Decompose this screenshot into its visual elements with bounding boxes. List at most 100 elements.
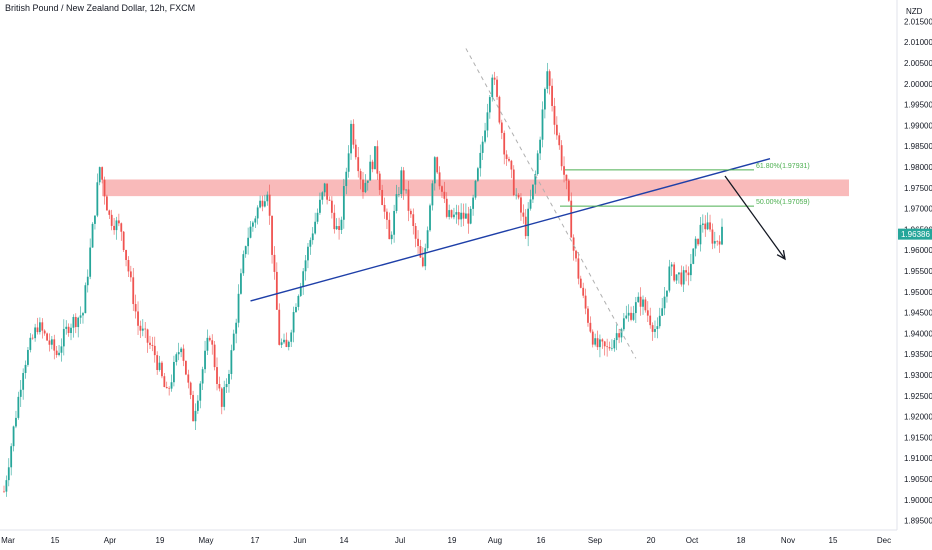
projection-dashed-line[interactable] bbox=[465, 48, 637, 359]
price-tick-label: 1.92500 bbox=[904, 392, 932, 401]
candle-body bbox=[218, 383, 221, 389]
candle-body bbox=[170, 382, 173, 389]
candle-body bbox=[405, 189, 407, 191]
candle-body bbox=[7, 467, 10, 481]
candle-body bbox=[608, 347, 611, 349]
candle-body bbox=[5, 480, 8, 492]
candle-body bbox=[534, 173, 537, 185]
candle-body bbox=[314, 221, 317, 234]
time-tick-label: May bbox=[198, 536, 213, 545]
time-tick-label: 14 bbox=[340, 536, 349, 545]
candle-body bbox=[342, 186, 345, 220]
candle-body bbox=[290, 332, 293, 342]
candle-body bbox=[82, 313, 84, 316]
candle-body bbox=[189, 382, 192, 395]
candle-body bbox=[663, 296, 666, 309]
candle-body bbox=[651, 325, 654, 332]
candle-body bbox=[438, 172, 441, 187]
candle-body bbox=[572, 237, 575, 251]
candle-body bbox=[350, 123, 352, 154]
candle-body bbox=[252, 222, 254, 227]
candle-body bbox=[426, 230, 429, 249]
candle-body bbox=[414, 226, 417, 239]
candle-body bbox=[39, 322, 41, 333]
time-axis[interactable]: Mar 15 Apr 19 May 17 Jun 14 Jul 19 Aug 16 Sep 20 Oct 18… bbox=[0, 529, 897, 545]
candle-body bbox=[716, 241, 719, 242]
candle-body bbox=[546, 71, 549, 89]
candle-body bbox=[500, 122, 503, 133]
price-tick-label: 2.01000 bbox=[904, 38, 932, 47]
time-tick-label: Jul bbox=[395, 536, 405, 545]
candle-body bbox=[462, 212, 465, 219]
candle-body bbox=[543, 88, 546, 110]
forecast-arrow-head bbox=[776, 250, 786, 261]
candle-body bbox=[161, 362, 163, 377]
candle-body bbox=[268, 194, 271, 216]
candle-body bbox=[316, 212, 319, 222]
price-tick-label: 1.93500 bbox=[904, 350, 932, 359]
candle-body bbox=[141, 328, 144, 331]
candle-body bbox=[567, 180, 570, 201]
candle-body bbox=[225, 383, 228, 388]
candle-body bbox=[632, 313, 635, 320]
candle-body bbox=[249, 226, 252, 238]
candle-body bbox=[661, 308, 664, 316]
candle-body bbox=[601, 339, 604, 342]
candle-body bbox=[613, 340, 616, 349]
candle-body bbox=[213, 344, 216, 368]
candle-body bbox=[122, 231, 125, 251]
candle-body bbox=[230, 350, 233, 374]
candle-body bbox=[153, 345, 156, 356]
support-trendline[interactable] bbox=[250, 158, 771, 302]
candle-body bbox=[584, 295, 587, 309]
candle-body bbox=[515, 194, 518, 196]
candle-body bbox=[675, 274, 678, 281]
candle-body bbox=[65, 326, 68, 329]
forecast-arrow[interactable] bbox=[724, 175, 786, 261]
time-tick-label: Nov bbox=[781, 536, 795, 545]
candle-body bbox=[721, 226, 723, 245]
candle-body bbox=[505, 154, 508, 159]
candle-body bbox=[508, 158, 510, 161]
candle-body bbox=[646, 310, 649, 316]
candle-body bbox=[654, 329, 656, 332]
candle-body bbox=[98, 167, 101, 183]
candle-body bbox=[15, 417, 17, 427]
candle-body bbox=[201, 369, 204, 384]
candle-body bbox=[242, 254, 245, 274]
candle-body bbox=[673, 264, 676, 281]
candle-body bbox=[532, 184, 534, 200]
candle-body bbox=[10, 446, 13, 468]
price-tick-label: 1.99000 bbox=[904, 121, 932, 130]
candle-body bbox=[582, 287, 585, 296]
candle-body bbox=[374, 146, 376, 170]
candle-body bbox=[184, 360, 187, 375]
candle-body bbox=[283, 339, 285, 343]
candle-body bbox=[139, 325, 142, 331]
candle-body bbox=[110, 214, 113, 226]
price-tick-label: 1.94000 bbox=[904, 329, 932, 338]
last-price-badge: 1.96386 bbox=[898, 228, 932, 240]
fibonacci-retracement[interactable]: 61.80%(1.97931) 50.00%(1.97059) bbox=[560, 163, 810, 207]
candle-body bbox=[192, 394, 194, 422]
candle-body bbox=[333, 212, 336, 230]
candle-body bbox=[476, 168, 479, 181]
candle-body bbox=[362, 179, 364, 193]
candle-body bbox=[204, 350, 206, 370]
fib-level-label: 50.00%(1.97059) bbox=[756, 199, 810, 206]
candle-body bbox=[455, 212, 458, 215]
candle-body bbox=[125, 250, 127, 260]
candle-body bbox=[77, 317, 80, 328]
candle-body bbox=[565, 174, 568, 181]
candle-body bbox=[182, 348, 185, 361]
candle-body bbox=[22, 372, 25, 390]
candle-body bbox=[357, 157, 360, 172]
candle-body bbox=[409, 210, 412, 215]
candle-body bbox=[309, 240, 312, 247]
candle-body bbox=[115, 220, 118, 231]
candle-body bbox=[381, 189, 384, 205]
candle-body bbox=[639, 296, 642, 307]
candle-body bbox=[457, 212, 460, 220]
